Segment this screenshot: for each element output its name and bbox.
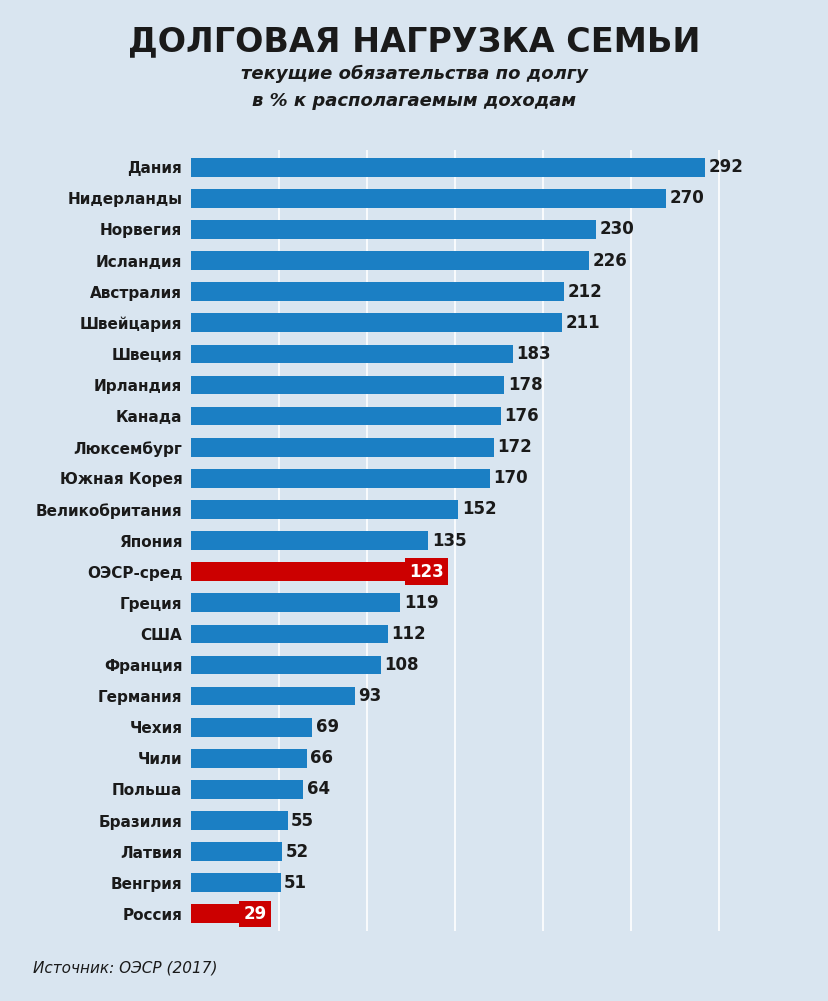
Text: 135: 135	[431, 532, 466, 550]
Bar	[190, 251, 588, 270]
Bar	[190, 220, 595, 239]
Text: 108: 108	[384, 656, 418, 674]
Text: 211: 211	[566, 313, 599, 331]
Text: 51: 51	[284, 874, 306, 892]
Text: 69: 69	[315, 718, 339, 736]
Bar	[190, 282, 563, 301]
Text: 29: 29	[243, 905, 267, 923]
Bar	[190, 780, 303, 799]
Text: 152: 152	[461, 500, 496, 519]
Bar	[190, 874, 280, 892]
Text: 176: 176	[503, 407, 538, 425]
Text: 172: 172	[497, 438, 532, 456]
Bar	[190, 594, 400, 612]
Bar	[190, 687, 354, 706]
Text: 230: 230	[599, 220, 633, 238]
Bar	[190, 718, 312, 737]
Text: 66: 66	[310, 750, 333, 768]
Text: 178: 178	[507, 376, 542, 394]
Text: 183: 183	[516, 345, 551, 363]
Text: 112: 112	[391, 625, 426, 643]
Bar	[190, 406, 500, 425]
Bar	[190, 749, 306, 768]
Text: 55: 55	[291, 812, 314, 830]
Bar	[190, 656, 380, 675]
Bar	[190, 532, 428, 550]
Text: ДОЛГОВАЯ НАГРУЗКА СЕМЬИ: ДОЛГОВАЯ НАГРУЗКА СЕМЬИ	[128, 25, 700, 58]
Text: текущие обязательства по долгу
в % к располагаемым доходам: текущие обязательства по долгу в % к рас…	[241, 65, 587, 110]
Text: 292: 292	[708, 158, 743, 176]
Bar	[190, 469, 489, 487]
Bar	[190, 313, 561, 332]
Text: 270: 270	[669, 189, 704, 207]
Text: 226: 226	[591, 251, 626, 269]
Bar	[190, 189, 666, 207]
Bar	[190, 625, 388, 644]
Text: 64: 64	[306, 781, 330, 799]
Text: 170: 170	[493, 469, 527, 487]
Text: 123: 123	[409, 563, 443, 581]
Bar	[190, 842, 282, 861]
Bar	[190, 158, 704, 176]
Text: 212: 212	[567, 282, 602, 300]
Text: 93: 93	[358, 687, 381, 705]
Bar	[190, 500, 458, 519]
Text: Источник: ОЭСР (2017): Источник: ОЭСР (2017)	[33, 961, 218, 976]
Bar	[190, 811, 287, 830]
Bar	[190, 437, 493, 456]
Text: 119: 119	[403, 594, 438, 612]
Bar	[190, 344, 513, 363]
Bar	[190, 563, 407, 581]
Bar	[190, 375, 503, 394]
Text: 52: 52	[286, 843, 309, 861]
Bar	[190, 905, 242, 923]
